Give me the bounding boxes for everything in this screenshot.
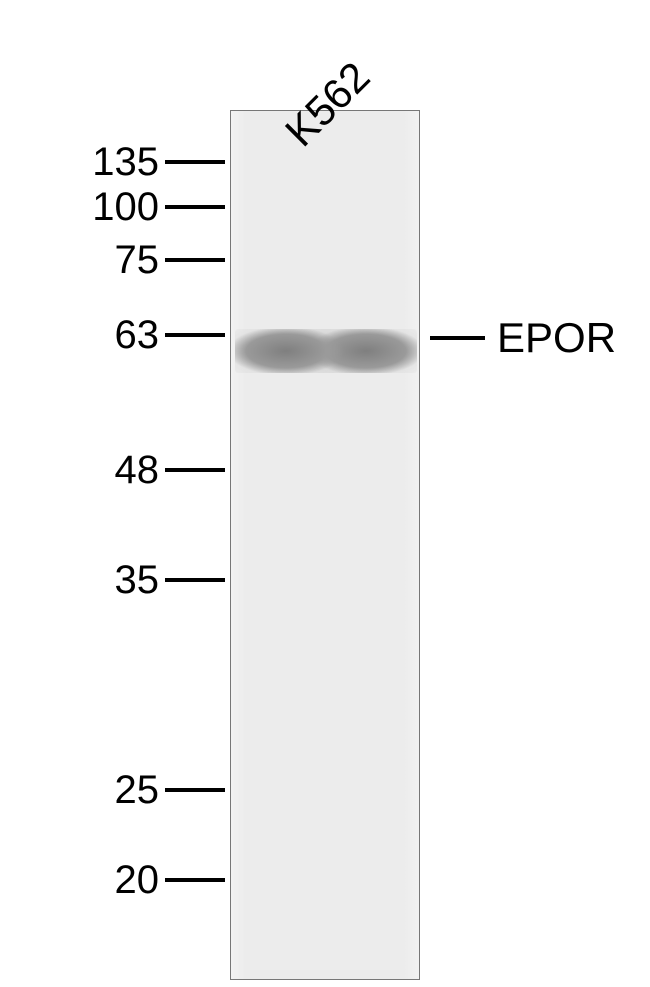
mw-marker-tick: [165, 468, 225, 472]
mw-marker-label: 75: [30, 238, 165, 283]
western-blot-figure: K562 135100756348352520 EPOR: [0, 0, 650, 987]
mw-marker-tick: [165, 160, 225, 164]
mw-marker-tick: [165, 578, 225, 582]
mw-marker-label: 25: [30, 768, 165, 813]
mw-marker-label: 100: [30, 185, 165, 230]
mw-marker-tick: [165, 878, 225, 882]
mw-marker-label: 135: [30, 140, 165, 185]
lane-background: [231, 111, 419, 979]
mw-marker-label: 20: [30, 858, 165, 903]
mw-marker-tick: [165, 333, 225, 337]
mw-marker-tick: [165, 205, 225, 209]
mw-marker-label: 48: [30, 448, 165, 493]
mw-marker-label: 35: [30, 558, 165, 603]
blot-lane: [230, 110, 420, 980]
protein-label: EPOR: [430, 317, 616, 359]
mw-marker-label: 63: [30, 313, 165, 358]
mw-marker-tick: [165, 258, 225, 262]
protein-label-text: EPOR: [485, 314, 616, 362]
mw-marker-tick: [165, 788, 225, 792]
molecular-weight-ladder: 135100 75 63 48 35 25 20: [30, 0, 225, 987]
protein-band: [235, 329, 417, 373]
protein-label-tick: [430, 336, 485, 340]
